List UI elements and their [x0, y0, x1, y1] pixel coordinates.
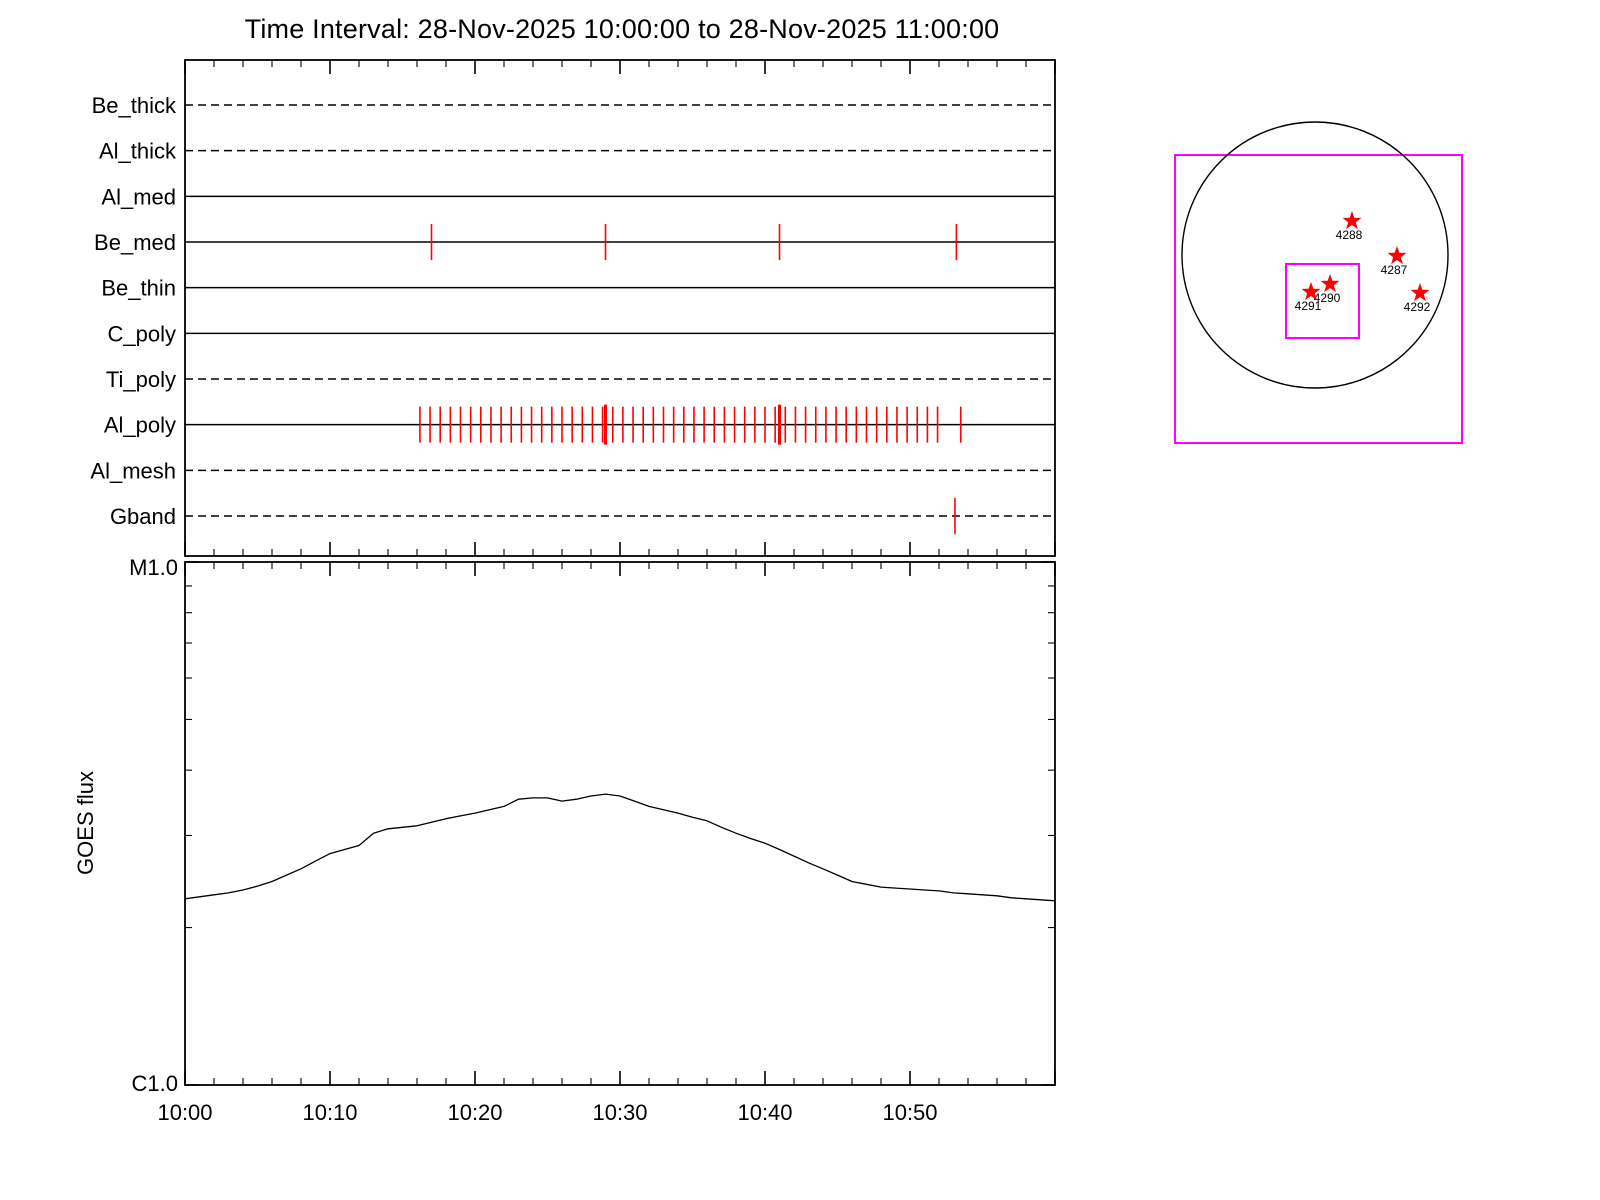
- page-title: Time Interval: 28-Nov-2025 10:00:00 to 2…: [244, 14, 1000, 44]
- x-axis-label: 10:50: [882, 1100, 937, 1125]
- active-region-star-4288: [1342, 211, 1362, 230]
- solar-limb: [1181, 121, 1449, 389]
- active-region-star-4292: [1410, 283, 1430, 302]
- goes-y-axis-title: GOES flux: [73, 771, 98, 875]
- active-region-star-4291: [1301, 282, 1321, 301]
- x-axis-label: 10:00: [157, 1100, 212, 1125]
- active-region-label-4288: 4288: [1336, 228, 1363, 242]
- goes-panel-border: [184, 561, 1056, 1086]
- x-axis-label: 10:20: [447, 1100, 502, 1125]
- x-axis-label: 10:40: [737, 1100, 792, 1125]
- filter-row-label-Al_thick: Al_thick: [99, 139, 177, 164]
- active-region-star-4287: [1387, 246, 1407, 265]
- active-region-label-4287: 4287: [1381, 263, 1408, 277]
- filter-panel-border: [184, 59, 1056, 557]
- filter-exposure-panel: Be_thick Al_thick Al_med Be_med Be_thin C_pol…: [90, 59, 1056, 557]
- filter-row-label-Be_thin: Be_thin: [101, 276, 176, 301]
- filter-row-label-Al_mesh: Al_mesh: [90, 458, 176, 483]
- x-axis-label: 10:10: [302, 1100, 357, 1125]
- filter-row-label-Be_thick: Be_thick: [92, 93, 177, 118]
- fov-inner-box: [1285, 263, 1360, 339]
- active-region-label-4292: 4292: [1404, 300, 1431, 314]
- timeline-and-goes-plot: Be_thick Al_thick Al_med Be_med Be_thin C_pol…: [73, 59, 1056, 1125]
- filter-row-label-C_poly: C_poly: [108, 321, 176, 346]
- x-axis-label: 10:30: [592, 1100, 647, 1125]
- goes-flux-curve: [184, 793, 1056, 902]
- goes-y-bottom-label: C1.0: [132, 1071, 178, 1096]
- fov-outer-box: [1174, 154, 1463, 444]
- active-region-label-4291: 4291: [1295, 299, 1322, 313]
- filter-row-label-Gband: Gband: [110, 504, 176, 529]
- goes-flux-panel: M1.0 C1.0 10:00 10:10 10:20 10:30 10:40 10:50 GO…: [73, 555, 1056, 1125]
- filter-row-label-Be_med: Be_med: [94, 230, 176, 255]
- filter-row-label-Ti_poly: Ti_poly: [106, 367, 176, 392]
- active-region-label-4290: 4290: [1314, 291, 1341, 305]
- filter-row-label-Al_poly: Al_poly: [104, 413, 176, 438]
- goes-y-top-label: M1.0: [129, 555, 178, 580]
- active-region-star-4290: [1320, 274, 1340, 293]
- filter-row-label-Al_med: Al_med: [101, 184, 176, 209]
